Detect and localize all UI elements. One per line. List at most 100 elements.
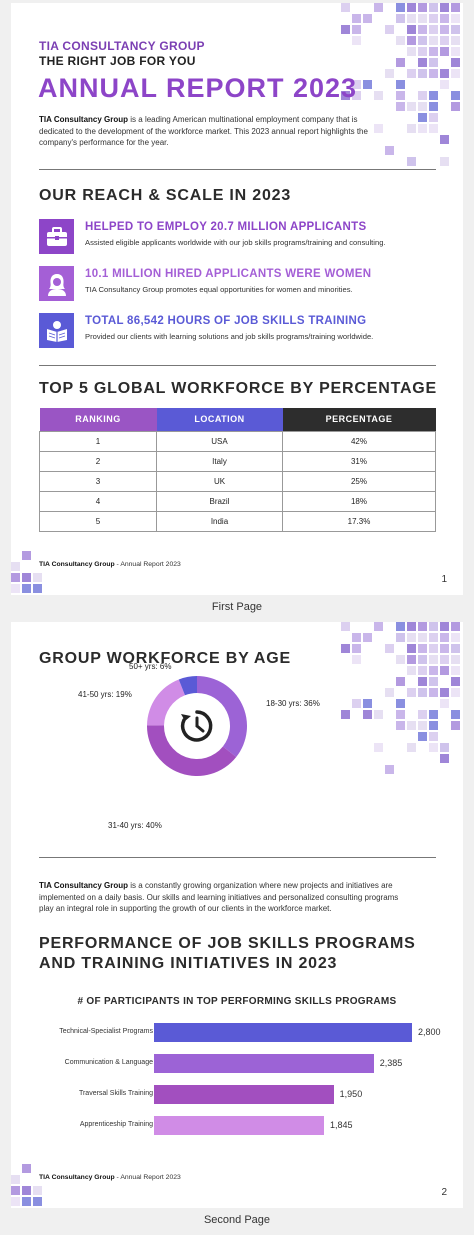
mosaic-square xyxy=(374,622,383,631)
mosaic-square xyxy=(429,721,438,730)
mosaic-square xyxy=(429,69,438,78)
mosaic-square xyxy=(440,699,449,708)
mosaic-square xyxy=(440,36,449,45)
mosaic-square xyxy=(374,91,383,100)
mosaic-square xyxy=(418,655,427,664)
mosaic-square xyxy=(11,1186,20,1195)
bar-value-label: 1,950 xyxy=(339,1089,363,1099)
mosaic-square xyxy=(440,633,449,642)
mosaic-square xyxy=(418,644,427,653)
mosaic-square xyxy=(407,743,416,752)
workforce-table: RANKING LOCATION PERCENTAGE 1 USA 42% 2 … xyxy=(39,408,436,532)
stat-employ: HELPED TO EMPLOY 20.7 MILLION APPLICANTS… xyxy=(39,219,439,255)
mosaic-square xyxy=(341,622,350,631)
report-title: ANNUAL REPORT 2023 xyxy=(38,73,358,103)
bar xyxy=(154,1116,324,1135)
mosaic-square xyxy=(363,699,372,708)
mosaic-square xyxy=(407,69,416,78)
mosaic-square xyxy=(429,710,438,719)
mosaic-square xyxy=(418,3,427,12)
mosaic-square xyxy=(385,644,394,653)
mosaic-square xyxy=(440,69,449,78)
mosaic-square xyxy=(396,36,405,45)
mosaic-square xyxy=(451,36,460,45)
mosaic-square xyxy=(407,124,416,133)
mosaic-square xyxy=(429,644,438,653)
mosaic-square xyxy=(440,655,449,664)
mosaic-square xyxy=(429,36,438,45)
bar-chart-title: # OF PARTICIPANTS IN TOP PERFORMING SKIL… xyxy=(77,996,397,1007)
mosaic-square xyxy=(440,25,449,34)
donut-slice xyxy=(178,676,197,696)
mosaic-square xyxy=(363,633,372,642)
mosaic-square xyxy=(429,14,438,23)
rank-cell: 4 xyxy=(39,490,157,512)
mosaic-square xyxy=(429,743,438,752)
mosaic-square xyxy=(341,644,350,653)
mosaic-square xyxy=(396,710,405,719)
mosaic-square xyxy=(429,102,438,111)
rank-cell: 3 xyxy=(39,470,157,492)
mosaic-square xyxy=(352,644,361,653)
mosaic-square xyxy=(396,622,405,631)
location-cell: Italy xyxy=(156,450,283,472)
mosaic-square xyxy=(451,644,460,653)
mosaic-square xyxy=(352,36,361,45)
stat-title: TOTAL 86,542 HOURS OF JOB SKILLS TRAININ… xyxy=(85,315,367,327)
mosaic-square xyxy=(418,622,427,631)
mosaic-square xyxy=(407,622,416,631)
mosaic-square xyxy=(451,622,460,631)
donut-slice xyxy=(147,725,237,776)
intro-company: TIA Consultancy Group xyxy=(39,115,129,124)
mosaic-square xyxy=(374,710,383,719)
mosaic-square xyxy=(22,1164,31,1173)
percentage-cell: 17.3% xyxy=(282,510,436,532)
page-footer: TIA Consultancy Group - Annual Report 20… xyxy=(39,561,181,568)
mosaic-square xyxy=(341,25,350,34)
stat-title: HELPED TO EMPLOY 20.7 MILLION APPLICANTS xyxy=(85,221,367,233)
age-donut-chart xyxy=(147,676,247,776)
mosaic-square xyxy=(11,1175,20,1184)
mosaic-square xyxy=(374,743,383,752)
donut-label-41-50: 41-50 yrs: 19% xyxy=(78,690,132,699)
tagline: THE RIGHT JOB FOR YOU xyxy=(39,54,196,68)
donut-label-31-40: 31-40 yrs: 40% xyxy=(108,821,162,830)
mosaic-square xyxy=(440,47,449,56)
mosaic-square xyxy=(429,677,438,686)
mosaic-square xyxy=(451,721,460,730)
mosaic-square xyxy=(22,573,31,582)
mosaic-square xyxy=(396,14,405,23)
mosaic-square xyxy=(407,25,416,34)
mosaic-square xyxy=(407,157,416,166)
brand-name: TIA CONSULTANCY GROUP xyxy=(39,39,205,53)
table-row: 3 UK 25% xyxy=(39,470,436,492)
mosaic-square xyxy=(451,102,460,111)
mosaic-square xyxy=(440,622,449,631)
stat-text: TIA Consultancy Group promotes equal opp… xyxy=(85,285,353,294)
mosaic-square xyxy=(374,124,383,133)
donut-slice xyxy=(197,676,247,758)
header-ranking: RANKING xyxy=(39,408,157,431)
mosaic-square xyxy=(11,584,20,593)
mosaic-square xyxy=(352,655,361,664)
mosaic-square xyxy=(418,25,427,34)
bar-value-label: 1,845 xyxy=(330,1120,353,1130)
percentage-cell: 42% xyxy=(282,430,436,452)
table-row: 2 Italy 31% xyxy=(39,450,436,472)
mosaic-square xyxy=(363,80,372,89)
mosaic-square xyxy=(33,584,42,593)
intro-text: is a leading American multinational empl… xyxy=(39,115,368,147)
location-cell: UK xyxy=(156,470,283,492)
mosaic-square xyxy=(429,124,438,133)
perf-title-line-2: AND TRAINING INITIATIVES IN 2023 xyxy=(39,955,338,972)
age-section-title: GROUP WORKFORCE BY AGE xyxy=(39,650,291,667)
para-company: TIA Consultancy Group xyxy=(39,881,129,890)
mosaic-square xyxy=(407,666,416,675)
mosaic-square xyxy=(429,732,438,741)
clock-refresh-icon xyxy=(179,708,215,744)
mosaic-square xyxy=(429,655,438,664)
mosaic-square xyxy=(418,666,427,675)
mosaic-square xyxy=(429,622,438,631)
mosaic-square xyxy=(451,710,460,719)
mosaic-square xyxy=(418,732,427,741)
